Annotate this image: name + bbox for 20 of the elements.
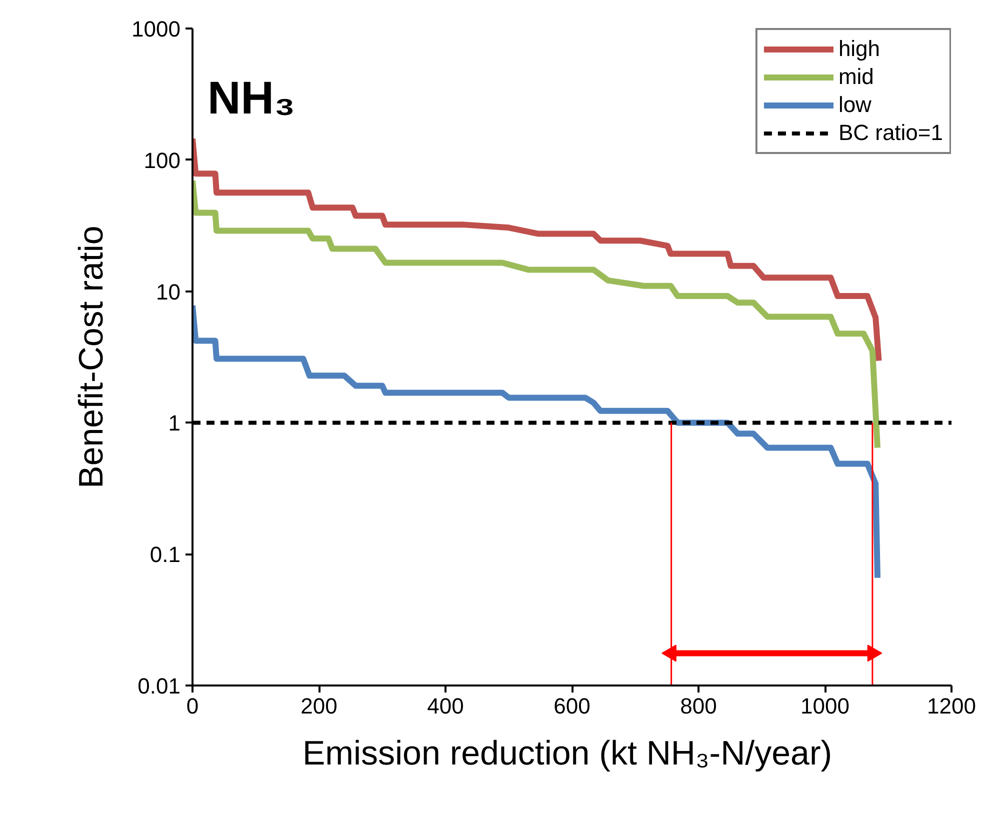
y-tick-label: 0.01 — [138, 674, 181, 698]
legend-label: BC ratio=1 — [838, 120, 943, 146]
text: NH₃ — [208, 72, 296, 124]
x-tick-label: 0 — [186, 694, 199, 718]
y-tick-label: 1 — [168, 410, 181, 436]
y-axis-title: Benefit-Cost ratio — [72, 226, 111, 488]
x-tick-label: 800 — [680, 694, 717, 718]
x-tick-label: 200 — [300, 694, 338, 718]
y-tick-label: 0.1 — [150, 542, 181, 568]
x-tick-label: 600 — [554, 694, 590, 718]
x-tick-label: 1000 — [800, 694, 850, 718]
y-tick-label: 10 — [156, 279, 181, 304]
legend-label: low — [838, 92, 872, 118]
x-tick-label: 400 — [427, 694, 464, 718]
x-tick-label: 1200 — [927, 694, 976, 718]
y-tick-label: 1000 — [132, 16, 181, 42]
x-axis-title: Emission reduction (kt NH₃-N/year) — [302, 734, 832, 772]
legend-label: mid — [838, 64, 874, 90]
y-tick-label: 100 — [144, 148, 181, 173]
legend-label: high — [838, 36, 880, 62]
